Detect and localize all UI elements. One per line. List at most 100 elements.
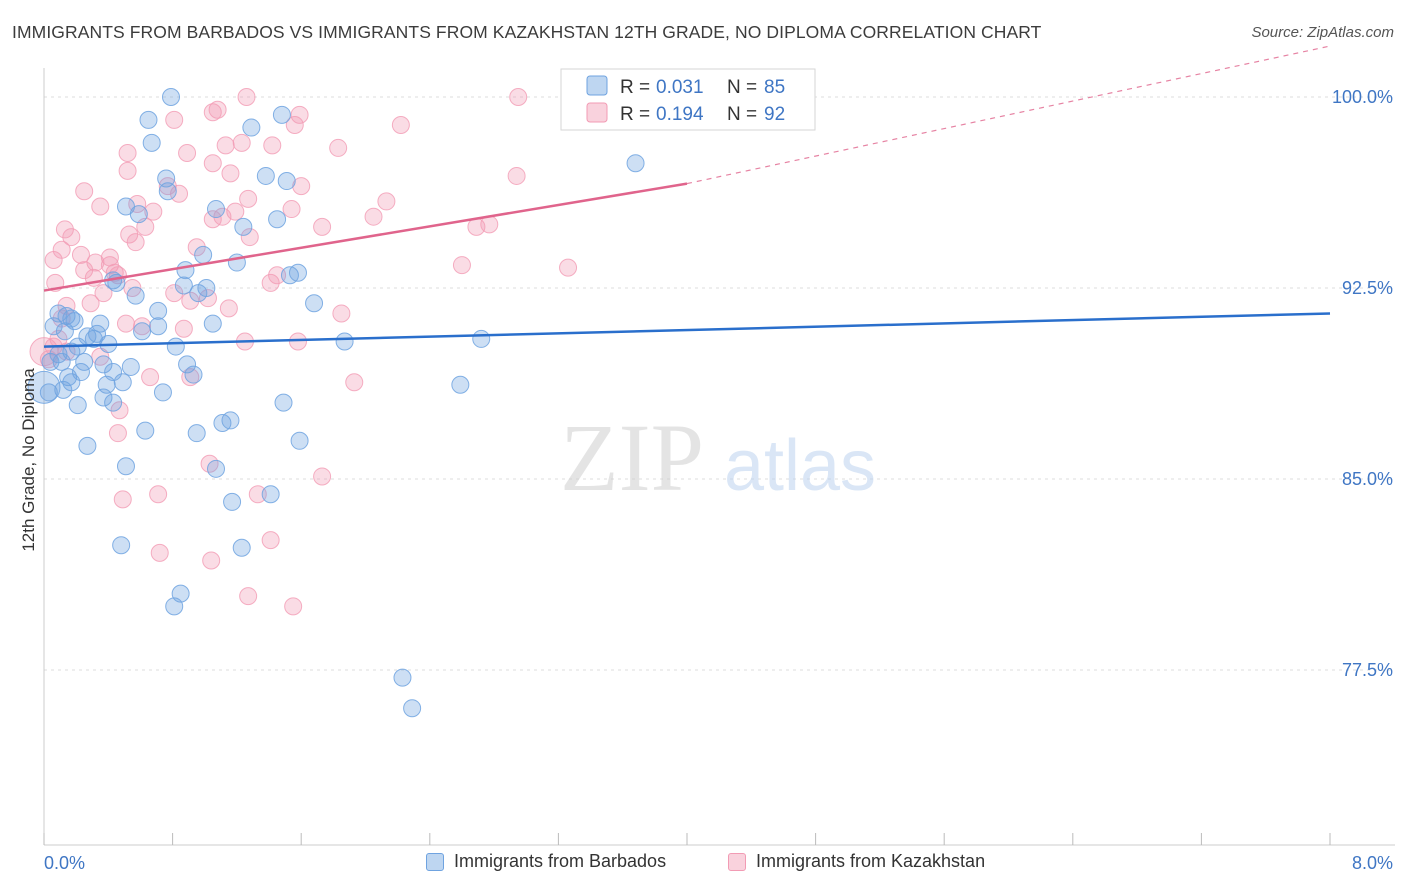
kazakhstan-trend-line [43, 182, 688, 292]
barbados-point [176, 261, 195, 280]
barbados-point [68, 396, 87, 415]
kazakhstan-point [313, 217, 332, 236]
kazakhstan-point [559, 258, 578, 277]
kazakhstan-point [141, 368, 160, 387]
y-tick-label: 92.5% [1342, 278, 1393, 298]
legend-label-kazakhstan: Immigrants from Kazakhstan [756, 851, 986, 871]
kazakhstan-point [116, 314, 135, 333]
kazakhstan-point [248, 485, 267, 504]
kazakhstan-point [507, 166, 526, 185]
barbados-point [207, 459, 226, 478]
barbados-point [335, 332, 354, 351]
kazakhstan-point [203, 154, 222, 173]
barbados-point [121, 357, 140, 376]
legend-n-label-1: N = [727, 77, 757, 98]
kazakhstan-point [133, 317, 152, 336]
barbados-point [39, 383, 58, 402]
barbados-point [305, 294, 324, 313]
kazakhstan-point [216, 136, 235, 155]
barbados-point [27, 370, 61, 404]
legend-swatch-kazakhstan-bottom [728, 852, 746, 871]
barbados-point [213, 413, 232, 432]
barbados-point [59, 368, 78, 387]
kazakhstan-point [110, 401, 129, 420]
kazakhstan-point [120, 225, 139, 244]
legend-label-barbados: Immigrants from Barbados [454, 851, 667, 871]
kazakhstan-point [75, 182, 94, 201]
kazakhstan-point [62, 228, 81, 247]
barbados-point [94, 388, 113, 407]
barbados-point [158, 182, 177, 201]
kazakhstan-point [149, 485, 168, 504]
barbados-point [75, 352, 94, 371]
legend-n-label-2: N = [727, 104, 757, 125]
barbados-point [133, 322, 152, 341]
kazakhstan-point [113, 490, 132, 509]
kazakhstan-point [203, 210, 222, 229]
kazakhstan-point [232, 133, 251, 152]
chart-source: Source: ZipAtlas.com [1251, 24, 1394, 41]
kazakhstan-point [44, 250, 63, 269]
barbados-point [149, 317, 168, 336]
legend-swatch-barbados-bottom [426, 852, 444, 871]
trend-lines [43, 45, 1331, 348]
barbados-point [104, 393, 123, 412]
kazakhstan-point [144, 202, 163, 221]
kazakhstan-point [81, 294, 100, 313]
barbados-point [234, 217, 253, 236]
barbados-point [44, 317, 63, 336]
y-axis-label: 12th Grade, No Diploma [19, 368, 38, 552]
barbados-point [626, 154, 645, 173]
kazakhstan-point [285, 116, 304, 135]
barbados-point [189, 284, 208, 303]
kazakhstan-point [91, 197, 110, 216]
kazakhstan-point [282, 200, 301, 219]
kazakhstan-point [94, 284, 113, 303]
watermark: ZIP atlas [560, 404, 876, 511]
barbados-point [194, 245, 213, 264]
kazakhstan-point [313, 467, 332, 486]
legend-r-value-1: 0.031 [656, 77, 704, 98]
kazakhstan-point [71, 245, 90, 264]
stats-legend: R = 0.031 N = 85 R = 0.194 N = 92 [560, 68, 816, 131]
legend-r-label-1: R = [620, 77, 650, 98]
barbados-point [91, 314, 110, 333]
kazakhstan-point [377, 192, 396, 211]
barbados-point [112, 536, 131, 555]
barbados-point [187, 424, 206, 443]
kazakhstan-point [509, 88, 528, 106]
barbados-point [272, 105, 291, 124]
kazakhstan-point [108, 424, 127, 443]
kazakhstan-point [288, 332, 307, 351]
barbados-point [472, 329, 491, 348]
barbados-point [261, 485, 280, 504]
barbados-point [55, 322, 74, 341]
barbados-point [41, 352, 60, 371]
kazakhstan-point [55, 220, 74, 239]
kazakhstan-point [202, 551, 221, 570]
barbados-point [116, 457, 135, 476]
kazakhstan-point [345, 373, 364, 392]
legend-item-kazakhstan[interactable]: Immigrants from Kazakhstan [728, 851, 985, 872]
legend-item-barbados[interactable]: Immigrants from Barbados [426, 851, 666, 872]
kazakhstan-point [118, 144, 137, 163]
legend-swatch-barbados [586, 75, 608, 96]
kazakhstan-point [452, 256, 471, 275]
barbados-point [268, 210, 287, 229]
kazakhstan-point [391, 116, 410, 135]
barbados-point [451, 375, 470, 394]
legend-swatch-kazakhstan [586, 102, 608, 123]
barbados-point [142, 133, 161, 152]
barbados-point [256, 166, 275, 185]
kazakhstan-point [292, 177, 311, 196]
kazakhstan-point [150, 543, 169, 562]
watermark-atlas: atlas [724, 426, 876, 506]
barbados-point [223, 492, 242, 511]
kazakhstan-point [239, 189, 258, 208]
kazakhstan-point [332, 304, 351, 323]
kazakhstan-point [165, 110, 184, 129]
kazakhstan-point [329, 138, 348, 157]
stats-legend-box [560, 68, 816, 131]
barbados-trend-line [43, 312, 1331, 348]
